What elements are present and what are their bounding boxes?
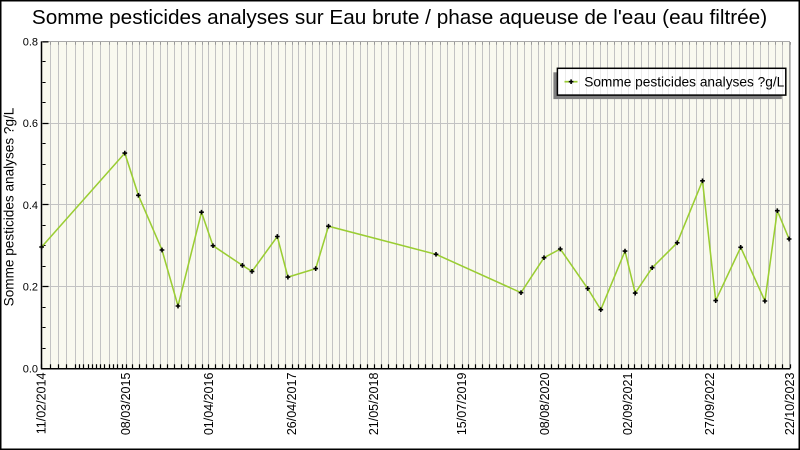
svg-text:01/04/2016: 01/04/2016 <box>202 373 216 436</box>
svg-text:0.4: 0.4 <box>23 200 38 212</box>
svg-text:21/05/2018: 21/05/2018 <box>367 373 381 436</box>
svg-text:Somme pesticides analyses ?g/L: Somme pesticides analyses ?g/L <box>584 74 784 89</box>
svg-text:22/10/2023: 22/10/2023 <box>783 373 797 436</box>
svg-text:02/09/2021: 02/09/2021 <box>621 373 635 436</box>
svg-text:08/03/2015: 08/03/2015 <box>119 373 133 436</box>
svg-text:0.6: 0.6 <box>23 118 38 130</box>
svg-text:0.2: 0.2 <box>23 282 38 294</box>
svg-text:Somme pesticides analyses sur: Somme pesticides analyses sur Eau brute … <box>32 6 767 29</box>
svg-text:0.0: 0.0 <box>23 363 38 375</box>
svg-text:15/07/2019: 15/07/2019 <box>455 373 469 436</box>
svg-text:27/09/2022: 27/09/2022 <box>703 373 717 436</box>
svg-text:11/02/2014: 11/02/2014 <box>35 373 49 435</box>
svg-text:Somme pesticides analyses ?g/L: Somme pesticides analyses ?g/L <box>1 107 16 306</box>
svg-text:0.8: 0.8 <box>23 36 38 48</box>
svg-text:26/04/2017: 26/04/2017 <box>285 373 299 436</box>
svg-text:08/08/2020: 08/08/2020 <box>538 373 552 436</box>
